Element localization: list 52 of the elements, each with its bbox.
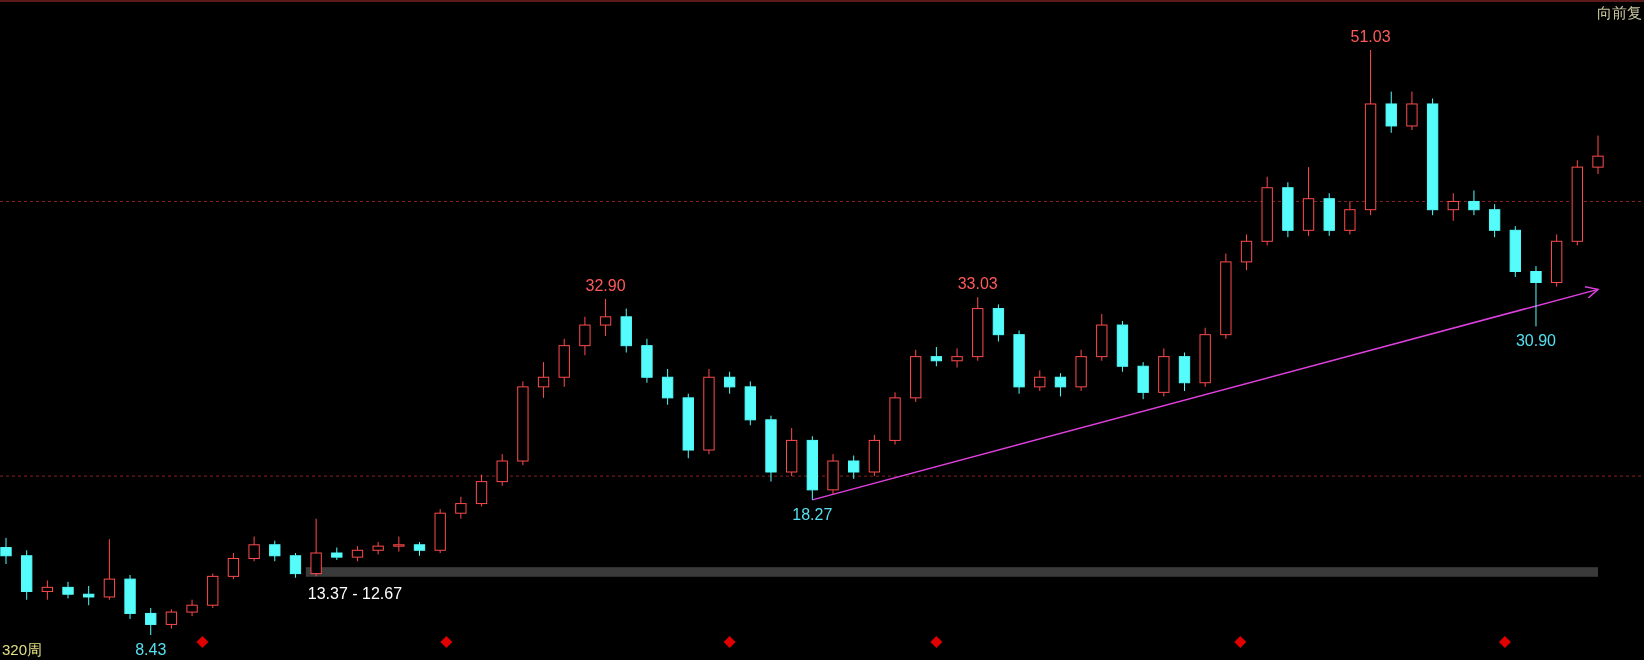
candlestick — [889, 391, 901, 446]
candlestick — [145, 607, 157, 636]
candlestick — [248, 536, 260, 562]
candlestick — [1344, 200, 1356, 235]
candlestick — [1282, 181, 1294, 238]
candlestick — [599, 298, 612, 337]
candlestick — [827, 453, 839, 495]
text: 320周 — [2, 641, 43, 658]
annotation: 30.90 — [1515, 332, 1557, 350]
candlestick — [930, 346, 943, 367]
candlestick — [537, 361, 550, 399]
candlestick — [1013, 330, 1025, 395]
candlestick — [1550, 233, 1563, 288]
candlestick — [703, 368, 715, 455]
candlestick — [1364, 49, 1377, 216]
annotation: 18.27 — [792, 505, 833, 523]
candlestick — [765, 415, 777, 483]
candlestick — [124, 574, 136, 620]
candlestick — [41, 579, 54, 601]
candlestick — [186, 599, 198, 617]
candlestick — [1509, 225, 1521, 278]
candlestick — [310, 518, 322, 577]
text: 向前复 — [1597, 4, 1642, 21]
candlestick — [62, 581, 74, 599]
annotation: 32.90 — [585, 276, 626, 294]
candlestick — [1323, 192, 1335, 237]
candlestick — [1530, 265, 1542, 327]
candlestick — [517, 380, 529, 466]
candlestick — [641, 338, 653, 384]
annotation: 8.43 — [135, 641, 167, 658]
candlestick — [21, 549, 33, 601]
candlestick — [1426, 97, 1439, 216]
annotation: 33.03 — [957, 275, 998, 293]
candlestick — [1406, 91, 1418, 131]
candlestick — [992, 303, 1005, 343]
band-label: 13.37 - 12.67 — [307, 584, 403, 602]
candlestick — [1137, 361, 1149, 400]
candlestick — [0, 537, 12, 565]
candlestick — [579, 316, 591, 356]
candlestick — [744, 380, 756, 426]
annotation: 51.03 — [1350, 28, 1391, 45]
candlestick — [1447, 192, 1459, 222]
candlestick — [455, 496, 467, 520]
candlestick — [1075, 349, 1087, 392]
candlestick — [1468, 189, 1480, 216]
candlestick — [806, 435, 819, 501]
candlestick — [1096, 313, 1108, 362]
candlestick — [972, 296, 984, 362]
candlestick — [661, 368, 674, 406]
candlestick — [1592, 135, 1604, 175]
candlestick — [951, 347, 963, 369]
candlestick — [1302, 166, 1315, 237]
